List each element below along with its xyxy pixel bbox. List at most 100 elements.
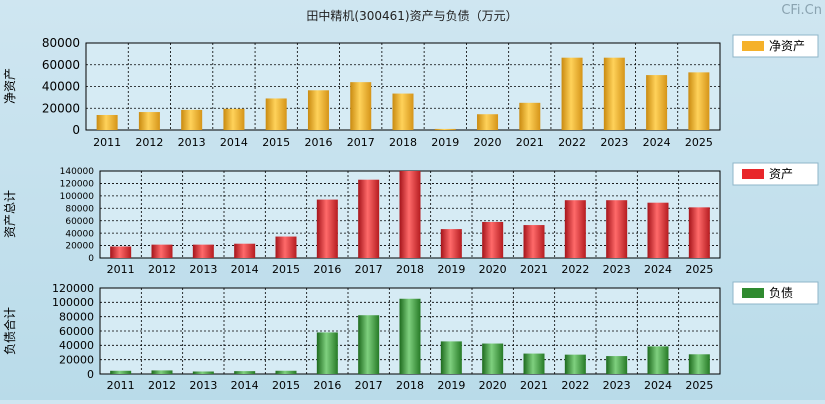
bar <box>646 75 668 130</box>
y-tick-label: 40000 <box>42 80 80 94</box>
x-tick-label: 2012 <box>148 263 176 276</box>
y-tick-label: 100000 <box>52 296 94 309</box>
y-tick-label: 120000 <box>52 282 94 295</box>
x-tick-label: 2021 <box>516 136 544 149</box>
y-axis-label: 负债合计 <box>2 307 17 355</box>
bar <box>606 356 628 374</box>
bar <box>440 341 462 374</box>
x-tick-label: 2025 <box>685 263 713 276</box>
x-tick-label: 2020 <box>479 263 507 276</box>
x-tick-label: 2025 <box>685 379 713 392</box>
bar <box>275 236 297 258</box>
x-tick-label: 2018 <box>396 263 424 276</box>
bar <box>192 244 214 258</box>
x-tick-label: 2019 <box>437 379 465 392</box>
bar <box>181 109 203 130</box>
bar <box>561 57 583 130</box>
y-tick-label: 0 <box>72 123 80 137</box>
x-tick-label: 2021 <box>520 263 548 276</box>
panel-2: 0 20000 40000 60000 80000 100000 120000 140000 2… <box>3 162 819 276</box>
bar <box>192 371 214 374</box>
bar <box>358 179 380 258</box>
y-tick-label: 40000 <box>65 229 94 239</box>
bar <box>440 229 462 258</box>
y-tick-label: 20000 <box>42 101 80 115</box>
y-axis-label: 净资产 <box>3 68 17 104</box>
bar <box>316 332 338 374</box>
bar <box>110 246 132 258</box>
y-tick-label: 140000 <box>60 167 95 177</box>
y-tick-label: 60000 <box>42 58 80 72</box>
y-tick-label: 80000 <box>59 311 94 324</box>
bar <box>223 108 245 130</box>
bar <box>564 200 586 258</box>
bar <box>138 112 160 130</box>
bar <box>647 346 669 374</box>
x-tick-label: 2015 <box>262 136 290 149</box>
x-tick-label: 2019 <box>431 136 459 149</box>
legend-label: 净资产 <box>769 39 805 53</box>
x-tick-label: 2011 <box>107 379 135 392</box>
bar <box>110 370 132 374</box>
bar <box>307 90 329 130</box>
x-tick-label: 2022 <box>561 263 589 276</box>
bar <box>688 72 710 130</box>
legend-swatch <box>742 288 764 298</box>
x-tick-label: 2013 <box>178 136 206 149</box>
y-tick-label: 80000 <box>42 36 80 50</box>
y-tick-label: 80000 <box>65 204 94 214</box>
bar <box>564 354 586 374</box>
bar <box>523 353 545 374</box>
x-tick-label: 2016 <box>304 136 332 149</box>
y-tick-label: 60000 <box>59 325 94 338</box>
bar <box>647 202 669 258</box>
x-tick-label: 2020 <box>474 136 502 149</box>
x-tick-label: 2016 <box>313 263 341 276</box>
bar <box>606 200 628 258</box>
panel-1: 0 20000 40000 60000 80000 2011 2012 2013 2014 201… <box>3 34 819 149</box>
bar <box>392 93 414 130</box>
x-tick-label: 2023 <box>600 136 628 149</box>
legend-box <box>732 281 819 305</box>
y-tick-label: 60000 <box>65 217 94 227</box>
x-tick-label: 2019 <box>437 263 465 276</box>
y-tick-label: 20000 <box>59 354 94 367</box>
legend-box <box>732 162 819 186</box>
y-axis-label: 资产总计 <box>3 190 17 238</box>
x-tick-label: 2012 <box>148 379 176 392</box>
legend-box <box>732 34 819 58</box>
x-tick-label: 2018 <box>389 136 417 149</box>
bar <box>234 371 256 374</box>
y-tick-label: 40000 <box>59 339 94 352</box>
x-tick-label: 2018 <box>396 379 424 392</box>
bar <box>151 370 173 374</box>
bar <box>234 243 256 258</box>
y-tick-label: 0 <box>88 254 94 264</box>
bar <box>316 199 338 258</box>
bar <box>482 343 504 374</box>
bar <box>477 114 499 130</box>
bar <box>350 82 372 130</box>
legend-label: 负债 <box>769 286 793 300</box>
x-tick-label: 2024 <box>644 379 672 392</box>
x-tick-label: 2017 <box>355 263 383 276</box>
x-tick-label: 2017 <box>347 136 375 149</box>
bar <box>688 354 710 374</box>
x-tick-label: 2015 <box>272 379 300 392</box>
bar <box>358 315 380 374</box>
y-tick-label: 20000 <box>65 242 94 252</box>
bar <box>482 221 504 258</box>
x-tick-label: 2022 <box>561 379 589 392</box>
x-tick-label: 2015 <box>272 263 300 276</box>
x-tick-label: 2011 <box>107 263 135 276</box>
x-tick-label: 2023 <box>603 379 631 392</box>
legend-swatch <box>742 41 764 51</box>
bar <box>399 298 421 374</box>
bar <box>688 207 710 258</box>
watermark: CFi.Cn <box>781 3 822 18</box>
y-tick-label: 0 <box>87 368 94 381</box>
